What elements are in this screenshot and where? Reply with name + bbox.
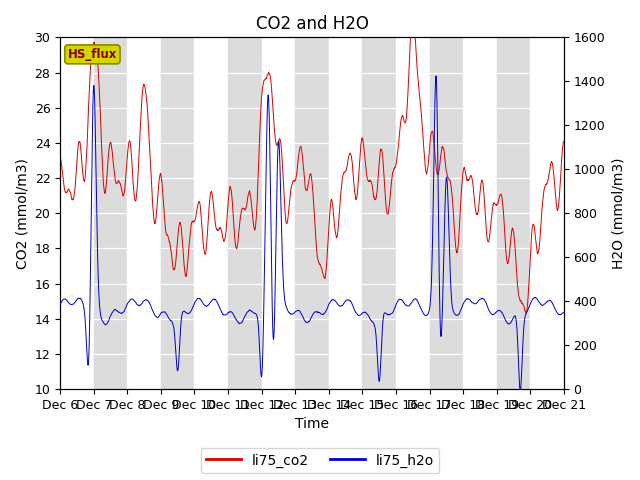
Bar xyxy=(161,37,195,389)
Text: HS_flux: HS_flux xyxy=(68,48,117,61)
Bar xyxy=(396,37,429,389)
Bar xyxy=(463,37,497,389)
Y-axis label: CO2 (mmol/m3): CO2 (mmol/m3) xyxy=(15,158,29,269)
X-axis label: Time: Time xyxy=(295,418,329,432)
Bar xyxy=(362,37,396,389)
Legend: li75_co2, li75_h2o: li75_co2, li75_h2o xyxy=(200,448,440,473)
Bar xyxy=(429,37,463,389)
Bar xyxy=(60,37,93,389)
Bar xyxy=(93,37,127,389)
Title: CO2 and H2O: CO2 and H2O xyxy=(255,15,369,33)
Y-axis label: H2O (mmol/m3): H2O (mmol/m3) xyxy=(611,157,625,269)
Bar xyxy=(228,37,262,389)
Bar xyxy=(127,37,161,389)
Bar xyxy=(262,37,295,389)
Bar xyxy=(295,37,329,389)
Bar xyxy=(195,37,228,389)
Bar xyxy=(531,37,564,389)
Bar xyxy=(329,37,362,389)
Bar xyxy=(497,37,531,389)
